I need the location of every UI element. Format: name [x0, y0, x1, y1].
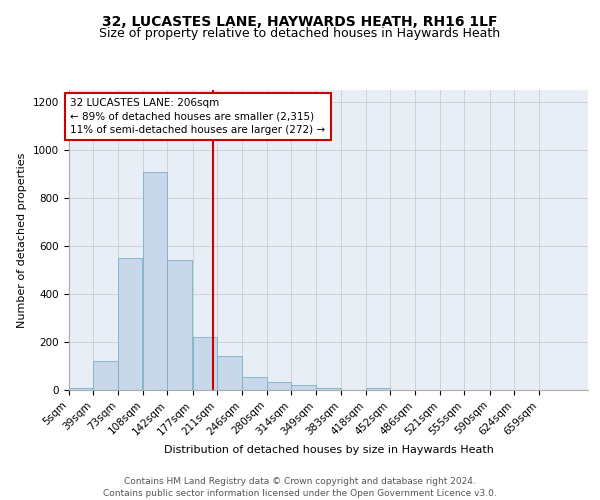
Bar [69, 388, 94, 390]
Bar [291, 385, 316, 390]
Bar [193, 337, 217, 390]
Text: Contains HM Land Registry data © Crown copyright and database right 2024.
Contai: Contains HM Land Registry data © Crown c… [103, 476, 497, 498]
Bar [217, 356, 242, 390]
Text: 32 LUCASTES LANE: 206sqm
← 89% of detached houses are smaller (2,315)
11% of sem: 32 LUCASTES LANE: 206sqm ← 89% of detach… [70, 98, 326, 135]
X-axis label: Distribution of detached houses by size in Haywards Heath: Distribution of detached houses by size … [164, 445, 493, 455]
Bar [143, 172, 167, 390]
Bar [167, 260, 192, 390]
Y-axis label: Number of detached properties: Number of detached properties [17, 152, 28, 328]
Text: 32, LUCASTES LANE, HAYWARDS HEATH, RH16 1LF: 32, LUCASTES LANE, HAYWARDS HEATH, RH16 … [102, 15, 498, 29]
Bar [94, 361, 118, 390]
Text: Size of property relative to detached houses in Haywards Heath: Size of property relative to detached ho… [100, 28, 500, 40]
Bar [118, 258, 142, 390]
Bar [366, 388, 391, 390]
Bar [242, 377, 266, 390]
Bar [316, 388, 341, 390]
Bar [266, 382, 291, 390]
